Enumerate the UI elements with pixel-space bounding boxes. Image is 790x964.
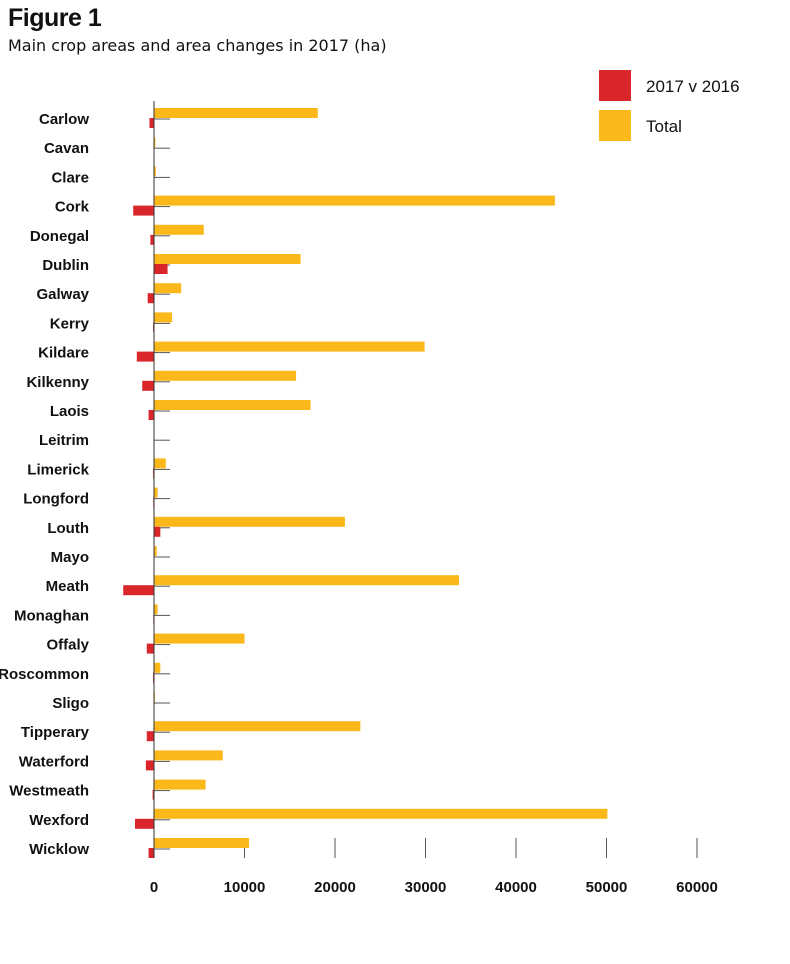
bar-total-galway	[154, 283, 182, 294]
category-label: Louth	[47, 520, 89, 537]
category-label: Wexford	[29, 812, 89, 829]
category-label: Roscommon	[0, 666, 89, 683]
bar-total-limerick	[154, 458, 166, 469]
x-tick-label: 30000	[405, 879, 447, 896]
bar-change-westmeath	[152, 789, 154, 800]
bar-change-laois	[148, 410, 154, 420]
category-label: Cork	[55, 199, 90, 216]
category-label: Leitrim	[39, 432, 89, 449]
legend-label: Total	[646, 117, 682, 136]
bar-change-kilkenny	[142, 380, 154, 391]
x-tick-label: 50000	[586, 879, 628, 896]
figure-subtitle: Main crop areas and area changes in 2017…	[8, 36, 387, 55]
bar-total-donegal	[154, 224, 204, 235]
bar-total-wicklow	[154, 838, 250, 848]
bar-total-westmeath	[154, 779, 206, 790]
category-label: Sligo	[52, 695, 89, 712]
bar-total-mayo	[154, 546, 157, 556]
category-label: Mayo	[51, 549, 89, 566]
legend-label: 2017 v 2016	[646, 77, 740, 96]
category-label: Kilkenny	[26, 374, 89, 391]
category-label: Monaghan	[14, 607, 89, 624]
bar-total-roscommon	[154, 662, 161, 673]
bar-total-dublin	[154, 254, 301, 264]
category-label: Clare	[51, 169, 89, 186]
bar-total-longford	[154, 487, 158, 498]
category-label: Galway	[36, 286, 89, 303]
bar-total-kilkenny	[154, 370, 297, 381]
category-label: Meath	[46, 578, 89, 595]
category-label: Carlow	[39, 111, 89, 128]
category-label: Tipperary	[21, 724, 90, 741]
category-label: Waterford	[19, 753, 89, 770]
figure-title: Figure 1	[8, 4, 102, 32]
category-label: Dublin	[42, 257, 89, 274]
bar-change-carlow	[149, 118, 154, 128]
x-tick-label: 0	[150, 879, 158, 896]
category-label: Limerick	[27, 461, 89, 478]
x-tick-label: 10000	[224, 879, 266, 896]
x-tick-label: 20000	[314, 879, 356, 896]
bar-change-galway	[147, 293, 154, 304]
bar-total-waterford	[154, 750, 223, 761]
bar-change-wexford	[134, 818, 154, 829]
bar-change-louth	[154, 526, 161, 537]
bar-change-waterford	[145, 760, 154, 771]
bar-total-clare	[154, 166, 156, 177]
bar-total-carlow	[154, 108, 318, 118]
bar-total-meath	[154, 575, 459, 586]
legend-swatch-total	[599, 110, 631, 141]
bar-total-kildare	[154, 341, 425, 352]
bar-change-wicklow	[148, 848, 154, 858]
category-label: Kildare	[38, 345, 89, 362]
category-label: Wicklow	[29, 841, 89, 858]
bar-total-kerry	[154, 312, 173, 323]
bar-change-cork	[133, 205, 154, 216]
bar-change-kildare	[136, 351, 154, 362]
bar-total-cork	[154, 195, 555, 206]
bar-change-offaly	[146, 643, 154, 654]
bar-change-tipperary	[146, 731, 154, 742]
category-label: Cavan	[44, 140, 89, 157]
bar-total-louth	[154, 516, 345, 527]
x-tick-label: 60000	[676, 879, 718, 896]
bar-total-laois	[154, 400, 311, 410]
x-tick-label: 40000	[495, 879, 537, 896]
bar-total-tipperary	[154, 721, 361, 732]
category-label: Longford	[23, 491, 89, 508]
bar-total-wexford	[154, 808, 608, 819]
category-label: Offaly	[46, 637, 89, 654]
bar-total-monaghan	[154, 604, 158, 615]
legend-swatch-change	[599, 70, 631, 101]
category-label: Laois	[50, 403, 89, 420]
bar-change-meath	[123, 585, 154, 596]
category-label: Westmeath	[9, 783, 89, 800]
bar-total-cavan	[154, 137, 156, 148]
category-label: Kerry	[50, 315, 90, 332]
category-label: Donegal	[30, 228, 89, 245]
bar-total-offaly	[154, 633, 245, 644]
bar-change-dublin	[154, 264, 168, 274]
bar-change-donegal	[150, 234, 154, 245]
